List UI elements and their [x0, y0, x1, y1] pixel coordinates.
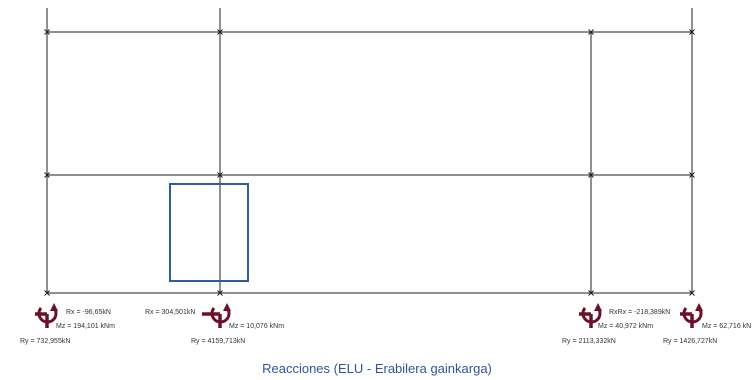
- support-2-ry-label: Ry = 4159,713kN: [191, 338, 246, 345]
- support-reaction-icon: [202, 303, 231, 328]
- support-3-mz-label: Mz = 40,972 kNm: [598, 323, 654, 330]
- node-marker: [44, 172, 50, 178]
- support-1-rx-label: Rx = -96,65kN: [66, 309, 111, 316]
- node-marker: [44, 290, 50, 296]
- node-marker: [217, 29, 223, 35]
- node-marker: [44, 29, 50, 35]
- columns: [46, 8, 693, 293]
- node-markers: [44, 29, 695, 296]
- node-marker: [689, 172, 695, 178]
- support-4-ry-label: Ry = 1426,727kN: [663, 338, 718, 345]
- diagram-title: Reacciones (ELU - Erabilera gainkarga): [262, 361, 492, 376]
- node-marker: [217, 172, 223, 178]
- node-marker: [588, 172, 594, 178]
- support-3-rx-label: RxRx = -218,389kN: [609, 309, 671, 316]
- highlight-rectangle: [169, 183, 249, 282]
- beams: [47, 31, 692, 294]
- support-reaction-icon: [680, 303, 703, 328]
- node-marker: [588, 29, 594, 35]
- support-reaction-icon: [35, 303, 58, 328]
- support-2-mz-label: Mz = 10,076 kNm: [229, 323, 285, 330]
- node-marker: [588, 290, 594, 296]
- support-1-mz-label: Mz = 194,101 kNm: [56, 323, 115, 330]
- support-1-ry-label: Ry = 732,955kN: [20, 338, 71, 345]
- support-3-ry-label: Ry = 2113,332kN: [562, 338, 616, 345]
- node-marker: [217, 290, 223, 296]
- support-2-rx-label: Rx = 304,501kN: [145, 309, 196, 316]
- node-marker: [689, 29, 695, 35]
- node-marker: [689, 290, 695, 296]
- support-reaction-icon: [579, 303, 602, 328]
- support-4-mz-label: Mz = 62,716 kN: [702, 323, 752, 330]
